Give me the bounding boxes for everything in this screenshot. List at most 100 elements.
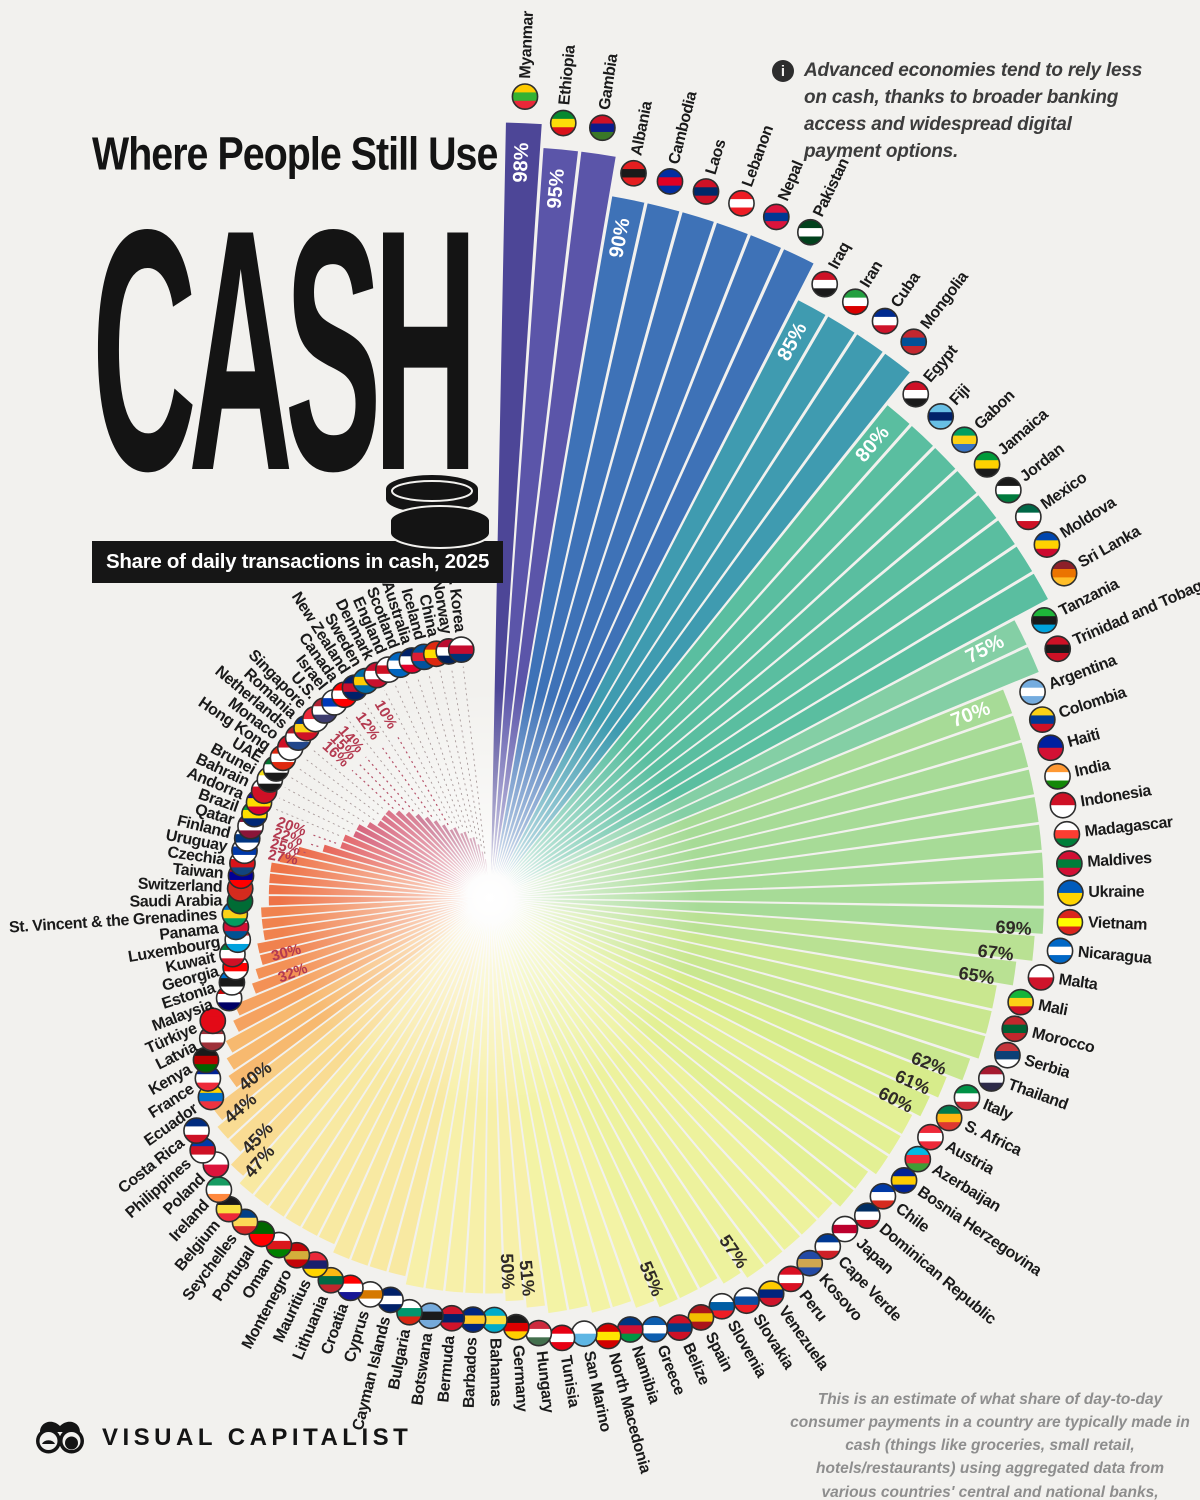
country-label-mongolia: Mongolia — [918, 268, 972, 332]
flag-ring-bosnia-herzegovina — [890, 1167, 918, 1194]
flag-t-rkiye-icon — [200, 1008, 226, 1034]
flag-ring-egypt — [902, 380, 930, 408]
flag-ring-austria — [917, 1123, 944, 1151]
flag-lithuania-icon — [318, 1267, 344, 1293]
country-label-vietnam: Vietnam — [1088, 914, 1148, 933]
country-label-mali: Mali — [1037, 997, 1069, 1019]
flag-ring-costa-rica — [183, 1117, 210, 1145]
flag-germany-icon — [503, 1314, 529, 1340]
flag-jamaica-icon — [974, 451, 1000, 477]
country-label-mexico: Mexico — [1038, 469, 1091, 513]
flag-ring-cambodia — [656, 168, 684, 195]
flag-japan-icon — [832, 1216, 858, 1242]
flag-nicaragua-icon — [1047, 938, 1073, 964]
percent-label-finland: 25% — [269, 835, 302, 859]
flag-trinidad-and-tobago-icon — [1045, 636, 1071, 662]
country-label-haiti: Haiti — [1066, 726, 1102, 751]
flag-madagascar-icon — [1054, 821, 1080, 847]
flag-ring-india — [1044, 762, 1071, 790]
country-label-thailand: Thailand — [1006, 1076, 1071, 1113]
leader-line-brunei — [284, 787, 354, 825]
flag-nepal-icon — [763, 204, 789, 230]
country-label-sri-lanka: Sri Lanka — [1075, 523, 1143, 572]
percent-label-nicaragua: 69% — [995, 917, 1032, 939]
percent-label-malta: 67% — [977, 941, 1015, 965]
footnote: This is an estimate of what share of day… — [790, 1390, 1190, 1500]
country-label-maldives: Maldives — [1087, 850, 1153, 871]
country-label-albania: Albania — [628, 99, 655, 157]
flag-ring-gabon — [951, 426, 978, 454]
flag-bahamas-icon — [481, 1307, 508, 1333]
flag-iran-icon — [842, 289, 868, 315]
flag-tanzania-icon — [1031, 607, 1057, 633]
leader-line-china — [439, 670, 478, 840]
flag-ring-serbia — [994, 1041, 1021, 1069]
leader-line-brazil — [312, 834, 337, 844]
flag-ring-vietnam — [1056, 908, 1084, 936]
flag-ring-lebanon — [728, 189, 755, 217]
flag-ring-maldives — [1055, 850, 1083, 877]
country-label-iran: Iran — [857, 258, 886, 291]
flag-ring-albania — [620, 159, 647, 187]
country-label-ethiopia: Ethiopia — [556, 44, 579, 106]
flag-ring-moldova — [1033, 531, 1061, 558]
country-label-taiwan: Taiwan — [172, 861, 224, 882]
flag-ring-thailand — [977, 1065, 1005, 1092]
country-label-moldova: Moldova — [1057, 494, 1119, 542]
flag-lebanon-icon — [728, 190, 755, 216]
flag-maldives-icon — [1056, 850, 1082, 877]
leader-line-monaco — [303, 757, 379, 815]
country-label-switzerland: Switzerland — [137, 876, 222, 896]
leader-line-scotland — [405, 680, 463, 827]
leader-lines-layer — [274, 666, 486, 854]
country-label-jordan: Jordan — [1017, 441, 1068, 486]
flag-costa-rica-icon — [183, 1118, 210, 1144]
flag-belize-icon — [666, 1314, 693, 1341]
flag-azerbaijan-icon — [905, 1146, 931, 1172]
flag-cyprus-icon — [357, 1281, 383, 1308]
flag-ring-trinidad-and-tobago — [1044, 635, 1072, 663]
leader-line-bahrain — [279, 797, 350, 832]
flag-ring-jordan — [994, 476, 1022, 504]
country-label-saudi-arabia: Saudi Arabia — [129, 892, 222, 910]
flag-botswana-icon — [417, 1303, 444, 1329]
leader-line-canada — [380, 744, 433, 818]
flag-jordan-icon — [995, 477, 1021, 503]
flag-ukraine-icon — [1057, 880, 1083, 906]
flag-colombia-icon — [1029, 707, 1055, 733]
flag-greece-icon — [642, 1316, 668, 1342]
percent-label-germany: 51% — [515, 1259, 538, 1297]
flag-ring-mexico — [1014, 503, 1042, 531]
flag-ireland-icon — [206, 1177, 232, 1203]
percent-label-myanmar: 98% — [510, 142, 534, 183]
flag-vietnam-icon — [1057, 909, 1083, 935]
flag-ring-t-rkiye — [199, 1007, 227, 1035]
flag-mexico-icon — [1015, 504, 1041, 530]
flag-croatia-icon — [337, 1275, 364, 1301]
flag-ring-morocco — [1001, 1015, 1029, 1043]
leader-line-andorra — [274, 808, 340, 836]
note-text: Advanced economies tend to rely less on … — [804, 60, 1143, 162]
flag-ring-nepal — [762, 203, 790, 231]
flags-layer — [183, 83, 1084, 1352]
leader-line-romania — [351, 769, 394, 809]
flag-ring-lithuania — [317, 1266, 345, 1294]
flag-mongolia-icon — [901, 329, 927, 355]
flag-haiti-icon — [1038, 735, 1064, 761]
flag-bulgaria-icon — [396, 1299, 423, 1325]
flag-cape-verde-icon — [815, 1233, 841, 1260]
country-label-ukraine: Ukraine — [1088, 884, 1145, 902]
leader-line-finland — [292, 848, 308, 854]
flag-ring-nicaragua — [1046, 937, 1074, 965]
flag-fiji-icon — [928, 403, 954, 429]
country-label-laos: Laos — [703, 137, 730, 177]
flag-austria-icon — [917, 1124, 944, 1150]
country-label-botswana: Botswana — [409, 1332, 436, 1407]
flag-gabon-icon — [951, 427, 978, 453]
flag-moldova-icon — [1034, 531, 1060, 558]
flag-san-marino-icon — [571, 1321, 597, 1347]
percent-label-ethiopia: 95% — [543, 168, 569, 210]
flag-bermuda-icon — [439, 1305, 465, 1331]
leader-line-qatar — [309, 843, 319, 848]
